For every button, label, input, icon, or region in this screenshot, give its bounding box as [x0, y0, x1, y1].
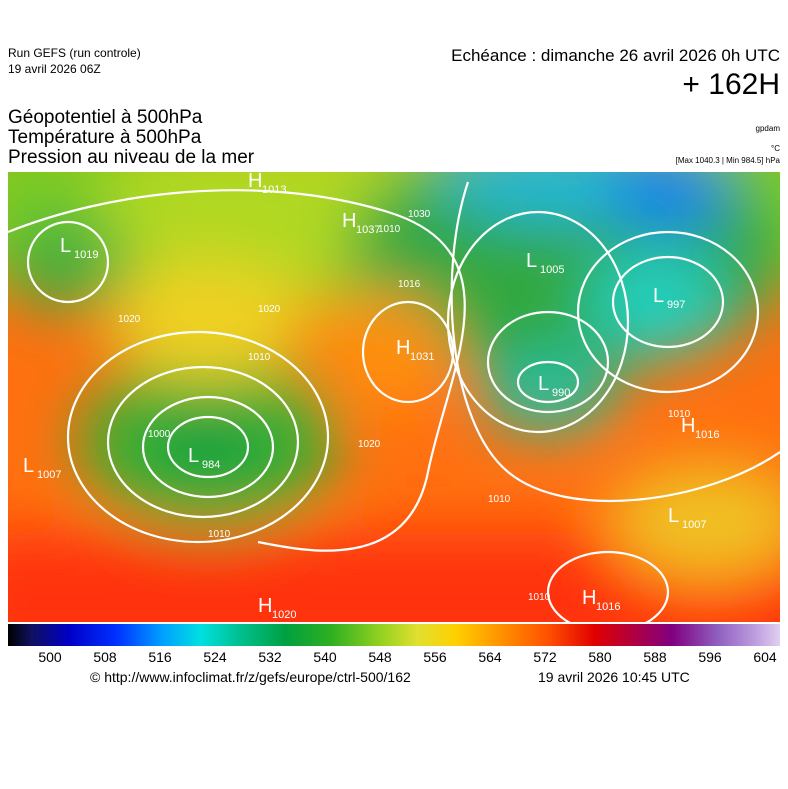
- center-letter: H: [258, 595, 272, 617]
- lead-time: + 162H: [682, 68, 780, 101]
- center-pressure: 1007: [37, 469, 61, 481]
- center-letter: L: [23, 455, 34, 477]
- isobar-label: 1020: [258, 304, 281, 315]
- colorbar-tick-label: 548: [368, 649, 392, 665]
- center-pressure: 984: [202, 459, 220, 471]
- center-letter: L: [60, 235, 71, 257]
- center-pressure: 1016: [596, 601, 620, 613]
- center-pressure: 990: [552, 387, 570, 399]
- title: Température à 500hPa: [8, 127, 202, 148]
- isobars: [8, 181, 780, 622]
- center-pressure: 1005: [540, 264, 564, 276]
- isobar-label: 1000: [148, 429, 171, 440]
- temperature-field: [8, 172, 780, 622]
- title: Géopotentiel à 500hPa: [8, 107, 203, 128]
- colorbar-tick-label: 564: [478, 649, 502, 665]
- isobar-label: 1010: [378, 224, 401, 235]
- source-url: © http://www.infoclimat.fr/z/gefs/europe…: [90, 669, 411, 685]
- colorbar: [8, 624, 780, 646]
- run-date: 19 avril 2026 06Z: [8, 62, 101, 76]
- center-letter: L: [653, 285, 664, 307]
- colorbar-tick-label: 556: [423, 649, 447, 665]
- colorbar-tick-label: 604: [753, 649, 777, 665]
- center-pressure: 1016: [695, 429, 719, 441]
- colorbar-tick-label: 572: [533, 649, 557, 665]
- title: Pression au niveau de la mer: [8, 147, 255, 168]
- echeance: Echéance : dimanche 26 avril 2026 0h UTC: [451, 46, 780, 65]
- center-pressure: 1013: [262, 184, 286, 196]
- colorbar-tick-label: 540: [313, 649, 337, 665]
- colorbar-tick-label: 516: [148, 649, 172, 665]
- colorbar-tick-label: 500: [38, 649, 62, 665]
- isobar-label: 1030: [408, 209, 431, 220]
- center-letter: H: [582, 587, 596, 609]
- center-letter: H: [342, 210, 356, 232]
- center-pressure: 1031: [410, 351, 434, 363]
- center-pressure: 1020: [272, 609, 296, 621]
- isobar-label: 1010: [488, 494, 511, 505]
- isobar-label: 1010: [208, 529, 231, 540]
- colorbar-tick-label: 580: [588, 649, 612, 665]
- colorbar-tick-label: 508: [93, 649, 117, 665]
- isobar-label: 1016: [398, 279, 421, 290]
- center-letter: L: [668, 505, 679, 527]
- isobar-label: 1010: [528, 592, 551, 603]
- unit: gpdam: [755, 124, 780, 133]
- isobar-label: 1010: [668, 409, 691, 420]
- isobar-label: 1020: [358, 439, 381, 450]
- unit: °C: [771, 144, 780, 153]
- colorbar-tick-label: 588: [643, 649, 667, 665]
- colorbar-tick-label: 596: [698, 649, 722, 665]
- run-name: Run GEFS (run controle): [8, 46, 141, 60]
- colorbar-tick-label: 532: [258, 649, 282, 665]
- center-letter: L: [188, 445, 199, 467]
- center-letter: H: [681, 415, 695, 437]
- colorbar-tick-label: 524: [203, 649, 227, 665]
- isobar-label: 1020: [118, 314, 141, 325]
- isobar-label: 1010: [248, 352, 271, 363]
- center-letter: H: [396, 337, 410, 359]
- center-letter: H: [248, 172, 262, 192]
- center-pressure: 1007: [682, 519, 706, 531]
- center-letter: L: [538, 373, 549, 395]
- center-pressure: 1037: [356, 224, 380, 236]
- timestamp: 19 avril 2026 10:45 UTC: [538, 669, 690, 685]
- center-pressure: 1019: [74, 249, 98, 261]
- center-letter: L: [526, 250, 537, 272]
- unit: [Max 1040.3 | Min 984.5] hPa: [675, 156, 780, 165]
- center-pressure: 997: [667, 299, 685, 311]
